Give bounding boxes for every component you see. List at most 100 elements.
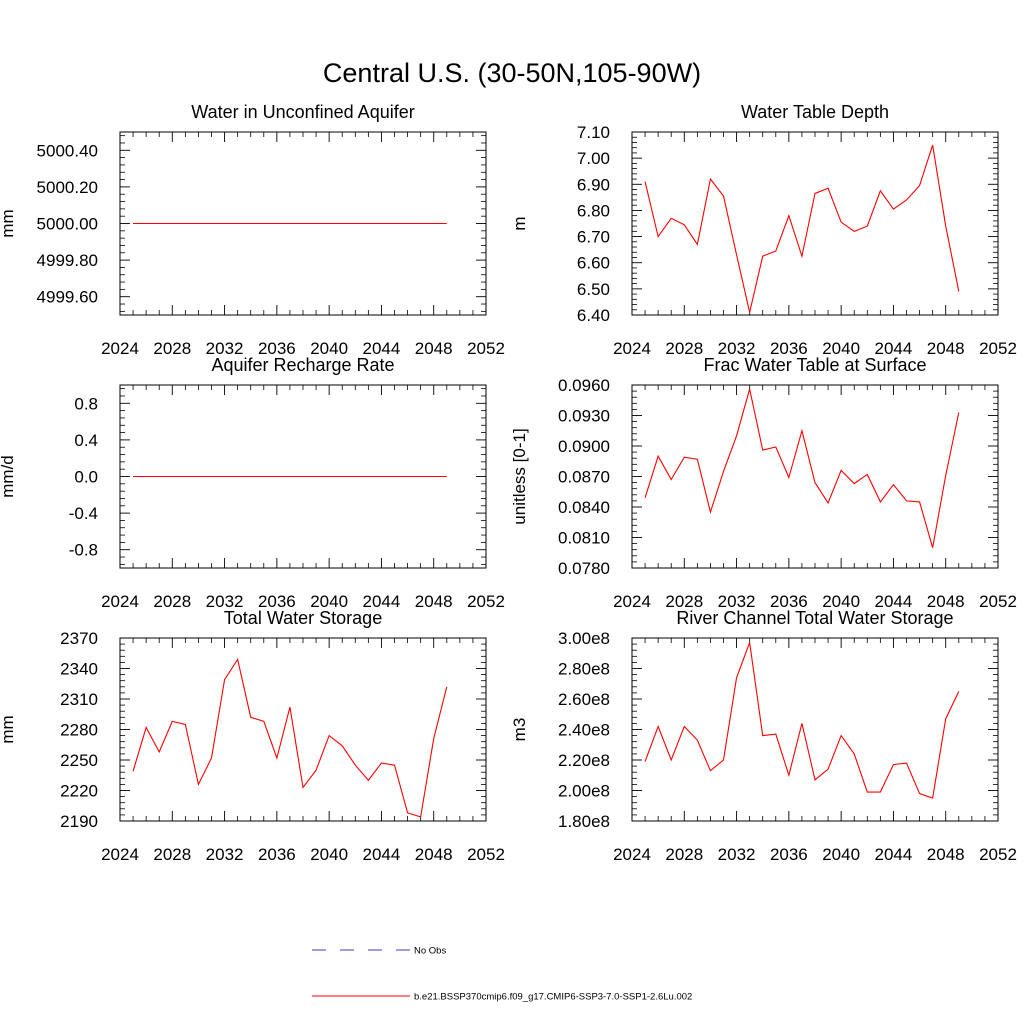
y-tick-label: 2220 <box>60 782 98 801</box>
y-tick-label: 0.0870 <box>558 468 610 487</box>
x-tick-label: 2028 <box>665 592 703 611</box>
main-title: Central U.S. (30-50N,105-90W) <box>323 58 701 88</box>
y-axis-label: mm/d <box>0 455 17 498</box>
x-tick-label: 2032 <box>718 339 756 358</box>
y-axis-label: mm <box>0 715 17 743</box>
x-tick-label: 2048 <box>927 339 965 358</box>
y-tick-label: 2340 <box>60 660 98 679</box>
x-tick-label: 2024 <box>613 845 651 864</box>
y-axis-label: m <box>510 216 529 230</box>
x-tick-label: 2036 <box>770 592 808 611</box>
x-tick-label: 2040 <box>310 592 348 611</box>
y-axis-label: unitless [0-1] <box>510 428 529 524</box>
y-axis-label: m3 <box>510 718 529 742</box>
y-tick-label: 2.40e8 <box>558 721 610 740</box>
legend-obs-label: No Obs <box>414 946 446 957</box>
x-tick-label: 2036 <box>770 339 808 358</box>
x-tick-label: 2040 <box>310 845 348 864</box>
y-tick-label: 2280 <box>60 721 98 740</box>
chart-panel-6: River Channel Total Water Storage 2024 202… <box>510 608 1017 864</box>
y-tick-label: 6.60 <box>577 254 610 273</box>
panel-title: Water Table Depth <box>741 102 889 122</box>
x-tick-label: 2036 <box>258 592 296 611</box>
y-tick-label: -0.8 <box>69 541 98 560</box>
y-tick-label: 7.00 <box>577 149 610 168</box>
y-tick-label: 0.0 <box>74 468 98 487</box>
y-tick-label: 0.0900 <box>558 437 610 456</box>
panel-title: River Channel Total Water Storage <box>676 608 953 628</box>
x-tick-label: 2028 <box>153 845 191 864</box>
y-tick-label: 6.70 <box>577 228 610 247</box>
chart-panel-5: Total Water Storage 2024 2028 2032 2036 2040 2… <box>0 608 505 864</box>
panel-title: Water in Unconfined Aquifer <box>191 102 414 122</box>
x-tick-label: 2040 <box>822 339 860 358</box>
x-tick-label: 2048 <box>415 592 453 611</box>
x-tick-label: 2028 <box>665 845 703 864</box>
x-tick-label: 2036 <box>770 845 808 864</box>
x-tick-label: 2048 <box>415 339 453 358</box>
y-tick-label: 2190 <box>60 812 98 831</box>
panel-title: Aquifer Recharge Rate <box>211 355 394 375</box>
chart-panel-2: Water Table Depth 2024 2028 2032 2036 2040 204… <box>510 102 1017 358</box>
chart-panel-1: Water in Unconfined Aquifer 2024 2028 2032 2… <box>0 102 505 358</box>
x-tick-label: 2044 <box>363 339 401 358</box>
x-tick-label: 2044 <box>363 592 401 611</box>
y-tick-label: 0.0780 <box>558 559 610 578</box>
x-tick-label: 2040 <box>822 592 860 611</box>
panel-title: Frac Water Table at Surface <box>703 355 926 375</box>
y-tick-label: 4999.60 <box>37 288 98 307</box>
series-line <box>644 144 960 313</box>
y-tick-label: 0.4 <box>74 431 98 450</box>
y-tick-label: 2.00e8 <box>558 782 610 801</box>
legend: No Obs b.e21.BSSP370cmip6.f09_g17.CMIP6-… <box>312 946 692 1003</box>
x-tick-label: 2052 <box>979 592 1017 611</box>
x-tick-label: 2040 <box>310 339 348 358</box>
x-tick-label: 2028 <box>153 592 191 611</box>
y-tick-label: 5000.00 <box>37 215 98 234</box>
x-tick-label: 2032 <box>206 845 244 864</box>
series-line <box>644 642 960 799</box>
y-tick-label: 0.0810 <box>558 529 610 548</box>
x-tick-label: 2052 <box>467 339 505 358</box>
x-tick-label: 2044 <box>363 845 401 864</box>
x-tick-label: 2028 <box>665 339 703 358</box>
y-tick-label: 0.0840 <box>558 498 610 517</box>
y-tick-label: 0.0960 <box>558 376 610 395</box>
x-tick-label: 2032 <box>718 592 756 611</box>
x-tick-label: 2032 <box>206 339 244 358</box>
y-tick-label: 2370 <box>60 629 98 648</box>
x-tick-label: 2052 <box>467 845 505 864</box>
x-tick-label: 2024 <box>101 592 139 611</box>
y-axis-label: mm <box>0 209 17 237</box>
x-tick-label: 2028 <box>153 339 191 358</box>
y-tick-label: 2.20e8 <box>558 751 610 770</box>
x-tick-label: 2032 <box>206 592 244 611</box>
x-tick-label: 2048 <box>415 845 453 864</box>
x-tick-label: 2032 <box>718 845 756 864</box>
x-tick-label: 2036 <box>258 845 296 864</box>
chart-panel-3: Aquifer Recharge Rate 2024 2028 2032 2036 204… <box>0 355 505 611</box>
y-tick-label: 5000.40 <box>37 141 98 160</box>
y-tick-label: 7.10 <box>577 123 610 142</box>
x-tick-label: 2024 <box>101 339 139 358</box>
panel-title: Total Water Storage <box>224 608 382 628</box>
x-tick-label: 2036 <box>258 339 296 358</box>
x-tick-label: 2052 <box>979 845 1017 864</box>
y-tick-label: 5000.20 <box>37 178 98 197</box>
y-tick-label: 3.00e8 <box>558 629 610 648</box>
x-tick-label: 2044 <box>875 592 913 611</box>
legend-model-label: b.e21.BSSP370cmip6.f09_g17.CMIP6-SSP3-7.… <box>414 992 692 1003</box>
y-tick-label: 6.90 <box>577 175 610 194</box>
y-tick-label: 2.80e8 <box>558 660 610 679</box>
y-tick-label: 0.0930 <box>558 407 610 426</box>
x-tick-label: 2040 <box>822 845 860 864</box>
panels: Water in Unconfined Aquifer 2024 2028 2032 2… <box>0 102 1017 864</box>
x-tick-label: 2048 <box>927 845 965 864</box>
x-tick-label: 2044 <box>875 845 913 864</box>
x-tick-label: 2024 <box>101 845 139 864</box>
x-tick-label: 2052 <box>467 592 505 611</box>
y-tick-label: 2250 <box>60 751 98 770</box>
y-tick-label: 4999.80 <box>37 251 98 270</box>
x-tick-label: 2024 <box>613 592 651 611</box>
